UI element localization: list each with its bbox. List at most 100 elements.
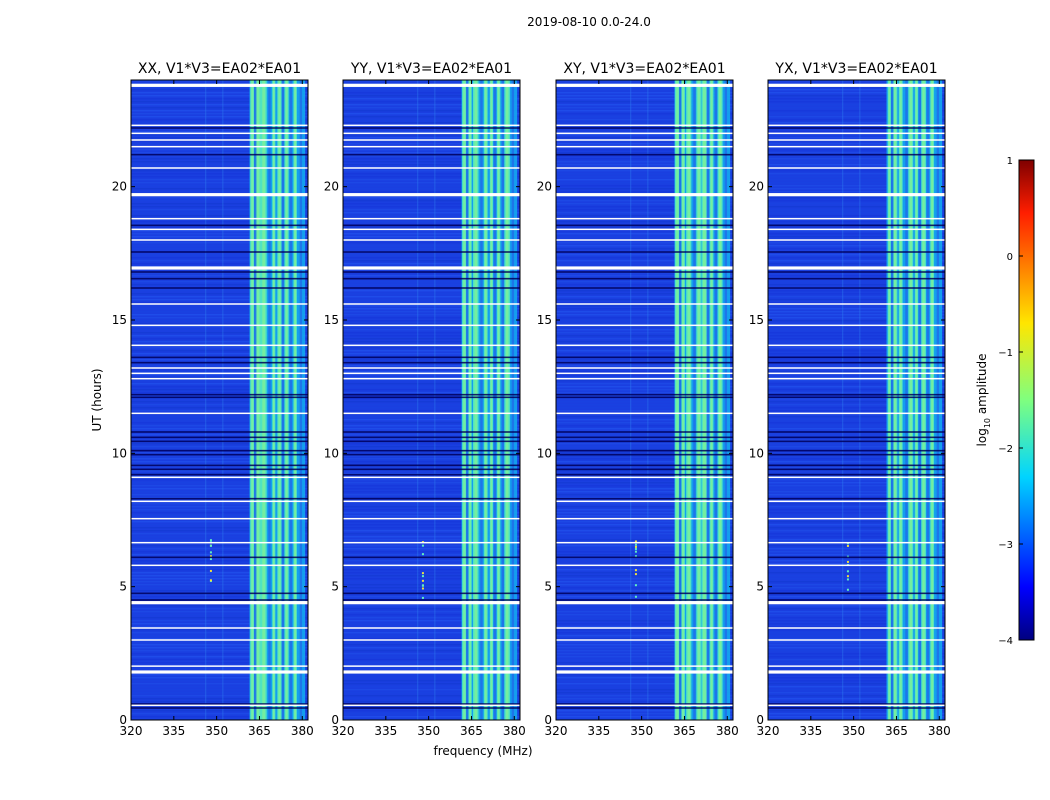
noise-strip <box>556 695 733 697</box>
noise-strip <box>343 293 520 295</box>
noise-strip <box>556 323 733 325</box>
flagged-gap <box>556 344 733 347</box>
dark-time-line <box>343 224 520 227</box>
noise-strip <box>343 398 520 400</box>
noise-strip <box>556 533 733 535</box>
noise-strip <box>343 200 520 202</box>
noise-strip <box>768 113 945 115</box>
noise-strip <box>556 677 733 679</box>
flagged-gap <box>556 193 733 197</box>
transient-speckle <box>421 572 424 575</box>
noise-strip <box>131 164 308 166</box>
noise-strip <box>131 410 308 412</box>
y-tick-label: 10 <box>324 446 339 460</box>
noise-strip <box>768 677 945 679</box>
faint-channel <box>630 80 632 720</box>
flagged-gap <box>131 132 308 135</box>
y-axis-label: UT (hours) <box>90 368 104 431</box>
noise-strip <box>343 395 520 397</box>
noise-strip <box>343 614 520 616</box>
dark-time-line <box>343 361 520 364</box>
noise-strip <box>556 329 733 331</box>
noise-strip <box>343 335 520 337</box>
noise-strip <box>768 494 945 496</box>
noise-strip <box>768 614 945 616</box>
noise-strip <box>768 467 945 469</box>
noise-strip <box>768 350 945 352</box>
noise-strip <box>343 515 520 517</box>
noise-strip <box>768 641 945 643</box>
noise-strip <box>768 317 945 319</box>
noise-strip <box>556 374 733 376</box>
transient-speckle <box>209 569 212 572</box>
transient-speckle <box>634 543 637 546</box>
noise-strip <box>768 698 945 700</box>
noise-strip <box>131 371 308 373</box>
noise-strip <box>131 536 308 538</box>
flagged-gap <box>556 564 733 567</box>
noise-strip <box>556 200 733 202</box>
noise-strip <box>343 107 520 109</box>
dark-time-line <box>343 599 520 601</box>
noise-strip <box>131 560 308 562</box>
noise-strip <box>343 683 520 685</box>
flagged-gap <box>768 266 945 270</box>
noise-strip <box>768 701 945 703</box>
noise-strip <box>768 647 945 649</box>
flagged-gap <box>768 500 945 503</box>
dark-time-line <box>343 556 520 559</box>
rfi-column-core <box>718 80 722 720</box>
flagged-gap <box>768 124 945 127</box>
noise-strip <box>556 716 733 718</box>
rfi-column-gap <box>905 80 908 720</box>
flagged-gap <box>556 670 733 674</box>
noise-strip <box>556 332 733 334</box>
noise-strip <box>343 170 520 172</box>
panel-4: YX, V1*V3=EA02*EA01 320 335 350 365 380 0 5 10 15… <box>749 61 951 738</box>
noise-strip <box>556 263 733 265</box>
flagged-gap <box>343 476 520 479</box>
noise-strip <box>131 425 308 427</box>
noise-strip <box>556 275 733 277</box>
noise-strip <box>343 374 520 376</box>
dark-time-line <box>768 468 945 471</box>
noise-strip <box>768 716 945 718</box>
dark-time-line <box>343 707 520 709</box>
noise-strip <box>343 257 520 259</box>
noise-strip <box>768 257 945 259</box>
noise-strip <box>768 338 945 340</box>
dark-time-line <box>131 592 308 595</box>
dark-time-line <box>343 453 520 456</box>
dark-time-line <box>343 277 520 280</box>
noise-strip <box>556 269 733 271</box>
noise-strip <box>131 329 308 331</box>
dark-time-line <box>131 449 308 452</box>
noise-strip <box>768 83 945 85</box>
noise-strip <box>556 626 733 628</box>
dark-time-line <box>343 449 520 452</box>
noise-strip <box>131 578 308 580</box>
panel-plot-area <box>131 80 308 720</box>
flagged-gap <box>343 500 520 503</box>
noise-strip <box>556 83 733 85</box>
noise-strip <box>556 563 733 565</box>
dark-time-line <box>131 703 308 705</box>
noise-strip <box>768 284 945 286</box>
flagged-gap <box>343 564 520 567</box>
noise-strip <box>343 545 520 547</box>
noise-strip <box>768 332 945 334</box>
noise-strip <box>768 623 945 625</box>
noise-strip <box>768 314 945 316</box>
noise-strip <box>556 467 733 469</box>
noise-strip <box>556 668 733 670</box>
noise-strip <box>343 716 520 718</box>
flagged-gap <box>343 167 520 169</box>
noise-strip <box>343 347 520 349</box>
rfi-column-gap <box>501 80 505 720</box>
flagged-gap <box>343 303 520 305</box>
noise-strip <box>556 320 733 322</box>
noise-strip <box>131 575 308 577</box>
dark-time-line <box>131 436 308 439</box>
noise-strip <box>131 152 308 154</box>
noise-strip <box>556 407 733 409</box>
